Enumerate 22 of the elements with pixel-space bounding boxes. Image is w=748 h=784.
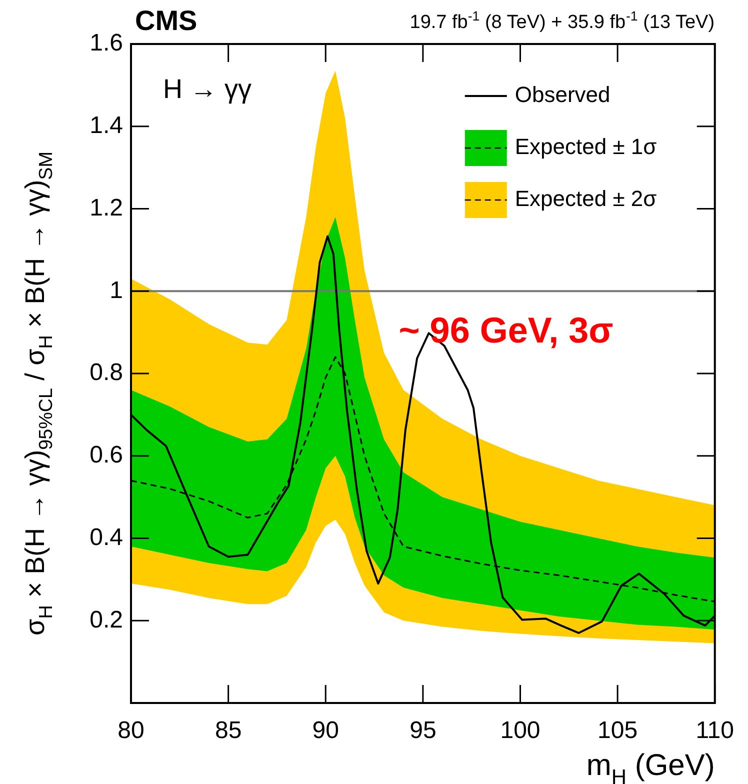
- y-tick-label: 1.6: [90, 30, 123, 57]
- y-tick-label: 0.8: [90, 359, 123, 386]
- y-tick-label: 0.2: [90, 606, 123, 634]
- x-tick-label: 85: [214, 717, 242, 744]
- y-tick-label: 0.4: [90, 524, 123, 551]
- y-tick-label: 1.2: [90, 194, 123, 222]
- x-tick-label: 95: [410, 717, 436, 744]
- chart-title: CMS: [135, 5, 198, 36]
- x-tick-label: 105: [598, 717, 638, 744]
- y-tick-label: 1: [110, 276, 123, 304]
- x-tick-label: 110: [696, 717, 734, 744]
- y-tick-label: 0.6: [90, 442, 123, 468]
- legend-label: Expected ± 1σ: [514, 134, 658, 160]
- x-tick-label: 90: [312, 717, 339, 744]
- annotation: H → γγ: [163, 74, 252, 104]
- annotation: ~ 96 GeV, 3σ: [398, 309, 614, 350]
- y-axis-title: σH × B(H → γγ)95%CL / σH × B(H → γγ)SM: [20, 152, 58, 636]
- x-tick-label: 80: [118, 717, 144, 744]
- legend-label: Observed: [514, 82, 610, 108]
- x-tick-label: 100: [500, 717, 540, 744]
- y-tick-label: 1.4: [90, 112, 123, 139]
- legend-label: Expected ± 2σ: [514, 186, 658, 212]
